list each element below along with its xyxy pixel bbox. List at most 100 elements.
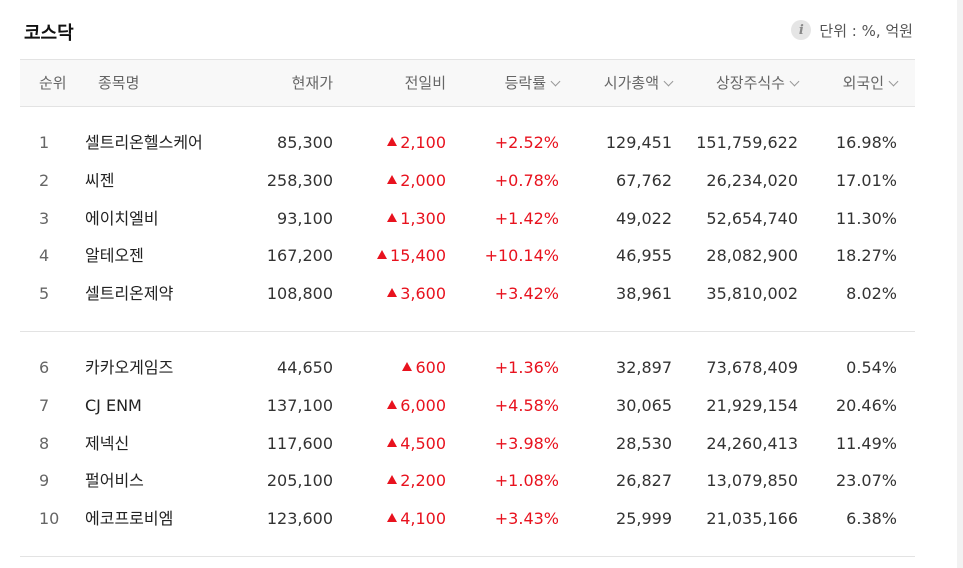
up-triangle-icon — [377, 250, 388, 260]
market-cap-cell: 25,999 — [616, 509, 672, 528]
chevron-down-icon — [789, 76, 800, 87]
chevron-down-icon — [550, 76, 561, 87]
table-header: 순위 종목명 현재가 전일비 등락률 시가총액 상장주식수 외국인 — [20, 59, 915, 107]
table-row[interactable]: 1 셀트리온헬스케어 85,300 2,100 +2.52% 129,451 151,759… — [20, 124, 915, 162]
market-cap-cell: 67,762 — [616, 170, 672, 190]
scrollbar-track[interactable] — [957, 0, 963, 568]
stock-name-link[interactable]: 알테오젠 — [85, 246, 144, 266]
column-header-market-cap[interactable]: 시가총액 — [603, 60, 674, 106]
up-triangle-icon — [387, 288, 398, 297]
change-value: 4,500 — [400, 433, 446, 453]
price-cell: 258,300 — [266, 170, 333, 190]
market-cap-cell: 38,961 — [616, 284, 672, 303]
column-header-shares[interactable]: 상장주식수 — [715, 60, 800, 106]
rank-cell: 10 — [39, 509, 60, 528]
column-header-price: 현재가 — [291, 74, 333, 92]
column-header-market-cap-label: 시가총액 — [603, 74, 659, 92]
stock-name-link[interactable]: 셀트리온헬스케어 — [85, 133, 203, 152]
foreign-cell: 16.98% — [835, 133, 897, 152]
rank-cell: 9 — [39, 471, 50, 491]
foreign-cell: 11.30% — [835, 208, 897, 228]
panel-title: 코스닥 — [24, 23, 74, 44]
change-cell: 2,000 — [387, 162, 446, 200]
table-row[interactable]: 2 씨젠 258,300 2,000 +0.78% 67,762 26,234,020 17.… — [20, 162, 915, 200]
market-cap-cell: 32,897 — [616, 358, 672, 377]
price-cell: 123,600 — [266, 509, 333, 528]
price-cell: 108,800 — [266, 284, 333, 303]
change-cell: 15,400 — [377, 237, 446, 275]
price-cell: 137,100 — [266, 395, 333, 415]
change-cell: 1,300 — [387, 200, 446, 238]
change-value: 2,100 — [400, 133, 446, 152]
foreign-cell: 17.01% — [835, 170, 897, 190]
column-header-foreign[interactable]: 외국인 — [842, 60, 899, 106]
rank-cell: 5 — [39, 284, 50, 303]
panel-header: 코스닥 i 단위 : %, 억원 — [20, 14, 915, 48]
stock-name-link[interactable]: 씨젠 — [85, 170, 115, 190]
table-row[interactable]: 6 카카오게임즈 44,650 600 +1.36% 32,897 73,678,409 0.… — [20, 349, 915, 387]
column-header-name: 종목명 — [98, 74, 140, 92]
foreign-cell: 23.07% — [835, 471, 897, 491]
up-triangle-icon — [387, 174, 398, 184]
shares-cell: 21,035,166 — [706, 509, 798, 528]
table-row[interactable]: 7 CJ ENM 137,100 6,000 +4.58% 30,065 21,929,15… — [20, 387, 915, 425]
change-value: 2,000 — [400, 170, 446, 190]
change-cell: 2,200 — [387, 462, 446, 500]
market-cap-cell: 129,451 — [605, 133, 672, 152]
up-triangle-icon — [387, 137, 398, 146]
up-triangle-icon — [402, 362, 413, 371]
foreign-cell: 8.02% — [846, 284, 897, 303]
column-header-rank: 순위 — [39, 74, 67, 92]
shares-cell: 24,260,413 — [706, 433, 798, 453]
price-cell: 117,600 — [266, 433, 333, 453]
stock-name-link[interactable]: 셀트리온제약 — [85, 284, 174, 303]
change-cell: 4,100 — [387, 500, 446, 538]
rank-cell: 2 — [39, 170, 50, 190]
stock-name-link[interactable]: 펄어비스 — [85, 471, 144, 491]
table-row[interactable]: 5 셀트리온제약 108,800 3,600 +3.42% 38,961 35,810,00… — [20, 275, 915, 313]
price-cell: 205,100 — [266, 471, 333, 491]
info-icon[interactable]: i — [791, 20, 812, 40]
rank-cell: 6 — [39, 358, 50, 377]
rate-cell: +3.43% — [494, 509, 559, 528]
price-cell: 44,650 — [277, 358, 333, 377]
change-cell: 2,100 — [387, 124, 446, 162]
rank-cell: 7 — [39, 395, 50, 415]
shares-cell: 21,929,154 — [706, 395, 798, 415]
change-value: 3,600 — [400, 284, 446, 303]
rate-cell: +4.58% — [494, 395, 559, 415]
stock-name-link[interactable]: 에이치엘비 — [85, 208, 159, 228]
stock-name-link[interactable]: 카카오게임즈 — [85, 358, 174, 377]
rate-cell: +3.98% — [494, 433, 559, 453]
shares-cell: 13,079,850 — [706, 471, 798, 491]
chevron-down-icon — [888, 76, 899, 87]
column-header-shares-label: 상장주식수 — [715, 74, 785, 92]
rank-cell: 8 — [39, 433, 50, 453]
change-cell: 3,600 — [387, 275, 446, 313]
table-row[interactable]: 8 제넥신 117,600 4,500 +3.98% 28,530 24,260,413 11… — [20, 425, 915, 463]
chevron-down-icon — [663, 76, 674, 87]
column-header-rate[interactable]: 등락률 — [505, 60, 561, 106]
column-header-foreign-label: 외국인 — [842, 74, 884, 92]
stock-name-link[interactable]: CJ ENM — [85, 395, 142, 415]
price-cell: 167,200 — [266, 246, 333, 266]
foreign-cell: 20.46% — [835, 395, 897, 415]
up-triangle-icon — [387, 513, 398, 522]
table-row[interactable]: 3 에이치엘비 93,100 1,300 +1.42% 49,022 52,654,740 1… — [20, 200, 915, 238]
stock-name-link[interactable]: 제넥신 — [85, 433, 130, 453]
table-row[interactable]: 10 에코프로비엠 123,600 4,100 +3.43% 25,999 21,035,1… — [20, 500, 915, 538]
stock-name-link[interactable]: 에코프로비엠 — [85, 509, 174, 528]
rate-cell: +10.14% — [484, 246, 559, 266]
shares-cell: 26,234,020 — [706, 170, 798, 190]
rank-cell: 4 — [39, 246, 50, 266]
market-cap-cell: 46,955 — [616, 246, 672, 266]
table-row[interactable]: 4 알테오젠 167,200 15,400 +10.14% 46,955 28,082,90… — [20, 237, 915, 275]
table-row[interactable]: 9 펄어비스 205,100 2,200 +1.08% 26,827 13,079,850 2… — [20, 462, 915, 500]
foreign-cell: 0.54% — [846, 358, 897, 377]
foreign-cell: 18.27% — [835, 246, 897, 266]
shares-cell: 151,759,622 — [696, 133, 798, 152]
change-value: 6,000 — [400, 395, 446, 415]
change-value: 1,300 — [400, 208, 446, 228]
up-triangle-icon — [387, 212, 398, 222]
price-cell: 93,100 — [277, 208, 333, 228]
